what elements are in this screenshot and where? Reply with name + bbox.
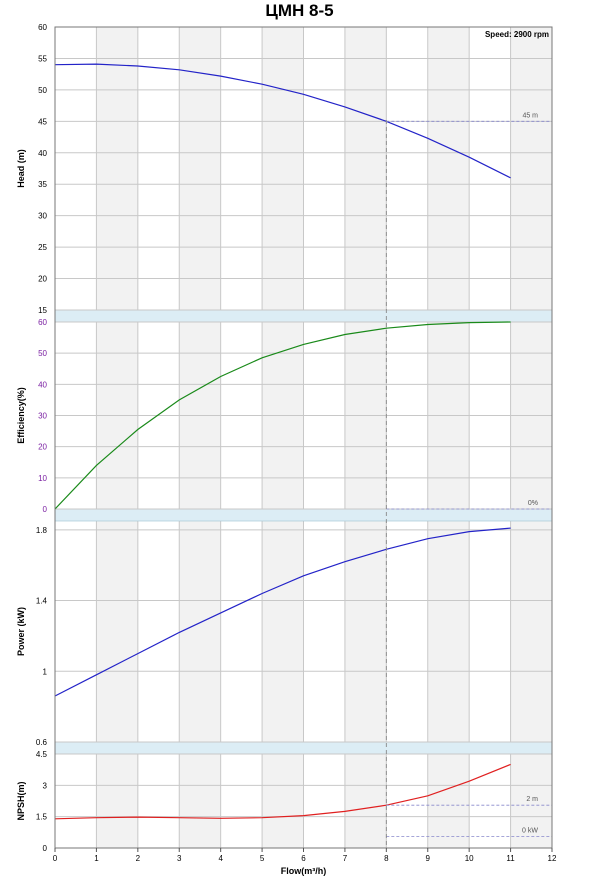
head-y-tick-label: 25	[38, 243, 47, 252]
power-y-tick-label: 0.6	[36, 738, 48, 747]
npsh-axis-label: NPSH(m)	[16, 781, 26, 820]
x-axis-label: Flow(m³/h)	[281, 866, 327, 876]
head-operating-label: 45 m	[522, 112, 538, 119]
x-tick-label: 10	[465, 854, 474, 863]
head-y-tick-label: 55	[38, 54, 47, 63]
head-y-tick-label: 50	[38, 86, 47, 95]
head-y-tick-label: 30	[38, 212, 47, 221]
npsh-y-tick-label: 0	[43, 844, 48, 853]
x-tick-label: 5	[260, 854, 265, 863]
x-tick-label: 6	[301, 854, 306, 863]
head-axis-label: Head (m)	[16, 149, 26, 188]
x-tick-label: 9	[426, 854, 431, 863]
efficiency-y-tick-label: 40	[38, 380, 47, 389]
speed-label: Speed: 2900 rpm	[485, 30, 549, 39]
x-tick-label: 11	[506, 854, 515, 863]
power-axis-label: Power (kW)	[16, 607, 26, 656]
x-tick-label: 12	[548, 854, 557, 863]
x-tick-label: 8	[384, 854, 389, 863]
efficiency-operating-label: 0%	[528, 500, 538, 507]
efficiency-y-tick-label: 60	[38, 318, 47, 327]
npsh-y-tick-label: 3	[43, 781, 48, 790]
head-curve	[54, 63, 511, 179]
efficiency-y-tick-label: 0	[43, 505, 48, 514]
head-y-tick-label: 45	[38, 117, 47, 126]
chart-title: ЦМН 8-5	[265, 1, 334, 20]
head-y-tick-label: 60	[38, 23, 47, 32]
npsh-operating-label: 2 m	[526, 796, 538, 803]
head-y-tick-label: 35	[38, 180, 47, 189]
efficiency-y-tick-label: 50	[38, 349, 47, 358]
grid-column	[137, 27, 180, 848]
efficiency-y-tick-label: 10	[38, 474, 47, 483]
efficiency-axis-label: Efficiency(%)	[16, 387, 26, 444]
npsh-y-tick-label: 1.5	[36, 813, 48, 822]
x-tick-label: 3	[177, 854, 182, 863]
x-tick-label: 2	[136, 854, 141, 863]
head-y-tick-label: 40	[38, 149, 47, 158]
head-y-tick-label: 15	[38, 306, 47, 315]
power-y-tick-label: 1.8	[36, 526, 48, 535]
panel-separator-band	[54, 741, 553, 755]
efficiency-y-tick-label: 30	[38, 412, 47, 421]
power-y-tick-label: 1	[43, 667, 48, 676]
panel-separator-band	[54, 508, 553, 522]
npsh-y-tick-label: 4.5	[36, 750, 48, 759]
grid-column	[386, 27, 428, 848]
grid-column	[55, 27, 97, 848]
power-y-tick-label: 1.4	[36, 597, 48, 606]
npsh-curve	[54, 763, 511, 820]
head-y-tick-label: 20	[38, 275, 47, 284]
grid-column	[469, 27, 511, 848]
x-tick-label: 1	[94, 854, 99, 863]
x-tick-label: 4	[218, 854, 223, 863]
npsh-operating-label: 0 kW	[522, 828, 538, 835]
x-tick-label: 7	[343, 854, 348, 863]
panel-separator-band	[54, 309, 553, 323]
grid-column	[303, 27, 345, 848]
efficiency-y-tick-label: 20	[38, 443, 47, 452]
grid-column	[220, 27, 263, 848]
power-curve	[54, 527, 511, 697]
efficiency-curve	[54, 321, 511, 510]
x-tick-label: 0	[53, 854, 58, 863]
